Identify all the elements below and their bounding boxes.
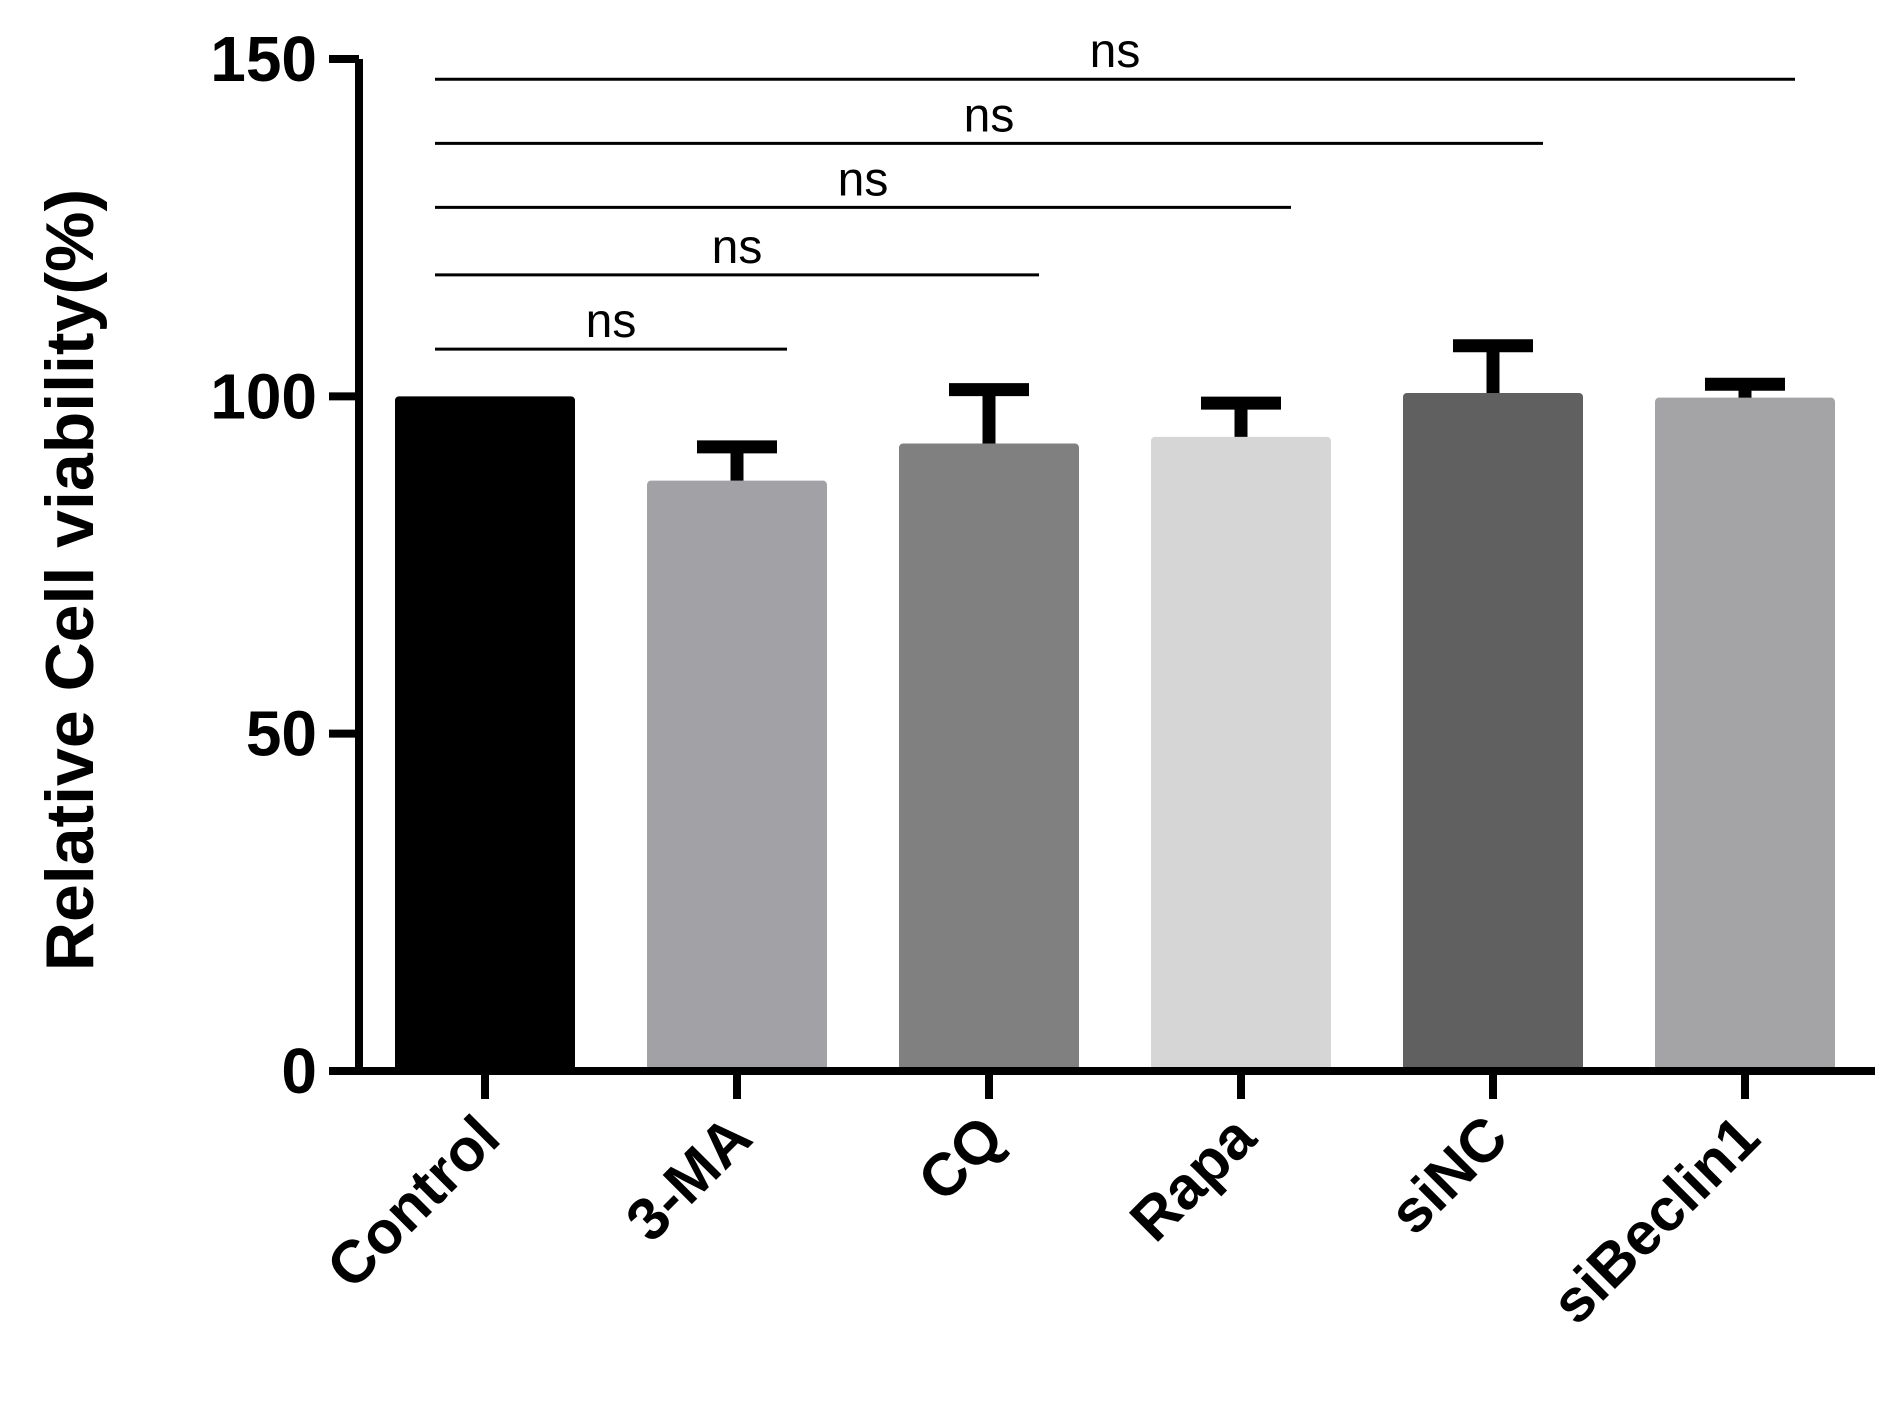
bar-rapa [1151,436,1331,1071]
x-tick-label-sinc: siNC [1376,1103,1520,1247]
bar-3-ma [647,480,827,1072]
significance-label-4: ns [964,89,1015,142]
x-tick-label-3-ma: 3-MA [613,1103,764,1254]
y-tick-label-0: 0 [281,1035,317,1107]
error-bar-sinc [1453,339,1533,393]
bar-sinc [1403,392,1583,1072]
x-tick-label-control: Control [314,1103,512,1301]
error-bar-sibeclin1 [1705,377,1785,398]
x-tick-label-cq: CQ [905,1103,1016,1214]
bar-sibeclin1 [1655,397,1835,1071]
significance-label-3: ns [838,153,889,206]
significance-label-5: ns [1090,25,1141,78]
x-tick-label-sibeclin1: siBeclin1 [1539,1103,1773,1337]
significance-layer: ns ns ns ns ns [435,25,1795,351]
y-tick-label-150: 150 [210,23,317,95]
error-bar-3-ma [697,440,777,481]
bar-control [395,396,575,1071]
y-tick-label-50: 50 [246,698,317,770]
bar-cq [899,443,1079,1071]
y-tick-label-100: 100 [210,360,317,432]
error-bar-rapa [1201,396,1281,437]
significance-label-2: ns [712,221,763,274]
bars-layer [395,392,1835,1072]
y-axis-title: Relative Cell viability(%) [32,189,108,971]
x-tick-label-rapa: Rapa [1117,1102,1269,1254]
error-bars-layer [697,339,1785,481]
error-bar-cq [949,383,1029,444]
significance-label-1: ns [586,295,637,348]
